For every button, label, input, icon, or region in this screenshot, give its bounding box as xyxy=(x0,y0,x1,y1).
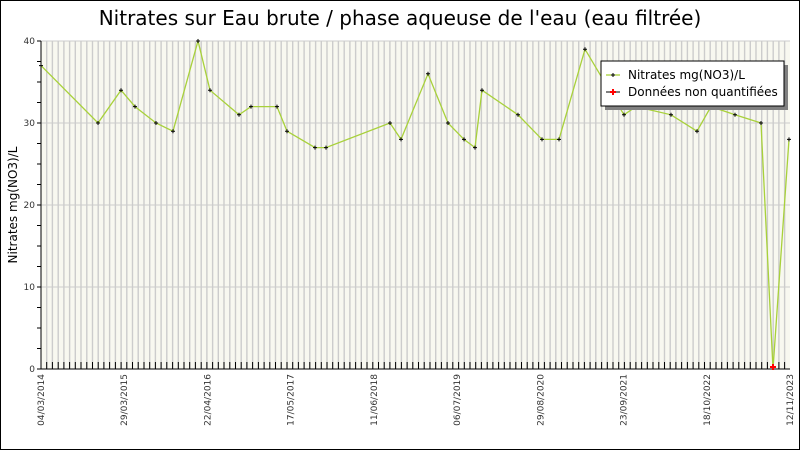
data-point-marker xyxy=(324,145,328,150)
data-point-marker xyxy=(249,104,253,109)
data-point-marker xyxy=(462,137,466,142)
data-point-marker xyxy=(154,121,158,125)
y-tick-label: 0 xyxy=(29,365,35,375)
data-point-marker xyxy=(96,121,100,125)
data-point-marker xyxy=(759,121,763,125)
y-tick-label: 40 xyxy=(24,37,36,47)
x-tick-label: 11/06/2018 xyxy=(370,374,380,426)
data-point-marker xyxy=(669,112,673,117)
data-point-marker xyxy=(171,129,175,134)
series-line xyxy=(40,38,790,370)
data-point-marker xyxy=(388,121,392,125)
y-tick-label: 30 xyxy=(24,119,36,129)
x-tick-label: 23/09/2021 xyxy=(620,374,630,426)
data-point-marker xyxy=(275,104,279,109)
data-point-marker xyxy=(446,121,450,125)
legend-nq-marker-icon xyxy=(610,89,616,95)
x-tick-label: 12/11/2023 xyxy=(786,374,796,426)
x-tick-label: 18/10/2022 xyxy=(703,374,713,426)
legend-marker-icon xyxy=(611,73,615,77)
y-axis-label: Nitrates mg(NO3)/L xyxy=(6,146,20,263)
legend: Nitrates mg(NO3)/L Données non quantifiée… xyxy=(600,60,788,110)
data-point-marker xyxy=(119,88,123,93)
data-point-marker xyxy=(583,47,587,52)
x-tick-label: 29/08/2020 xyxy=(536,374,546,426)
data-point-marker xyxy=(237,112,241,117)
data-point-marker xyxy=(39,63,43,68)
data-point-marker xyxy=(540,137,544,142)
data-point-marker xyxy=(733,112,737,117)
data-point-marker xyxy=(480,88,484,93)
data-point-marker xyxy=(208,88,212,93)
data-point-marker xyxy=(695,129,699,134)
legend-label-nq: Données non quantifiées xyxy=(628,85,778,99)
non-quantified-marker xyxy=(770,364,776,370)
chart-title: Nitrates sur Eau brute / phase aqueuse d… xyxy=(98,6,702,30)
data-point-marker xyxy=(285,129,289,134)
y-tick-label: 20 xyxy=(24,201,36,211)
data-point-marker xyxy=(426,71,430,76)
x-tick-label: 22/04/2016 xyxy=(203,374,213,426)
data-point-marker xyxy=(313,145,317,150)
x-tick-label: 29/03/2015 xyxy=(120,374,130,426)
data-point-marker xyxy=(473,145,477,150)
data-point-marker xyxy=(516,112,520,117)
data-point-marker xyxy=(399,137,403,142)
x-tick-label: 06/07/2019 xyxy=(453,374,463,426)
data-point-marker xyxy=(622,112,626,117)
x-tick-label: 04/03/2014 xyxy=(37,374,47,426)
data-point-marker xyxy=(787,137,791,142)
data-point-marker xyxy=(557,137,561,142)
data-point-marker xyxy=(196,39,200,43)
legend-box xyxy=(600,60,785,107)
x-tick-label: 17/05/2017 xyxy=(287,374,297,426)
data-point-marker xyxy=(133,104,137,109)
y-tick-label: 10 xyxy=(24,283,36,293)
legend-label-series: Nitrates mg(NO3)/L xyxy=(628,68,745,82)
